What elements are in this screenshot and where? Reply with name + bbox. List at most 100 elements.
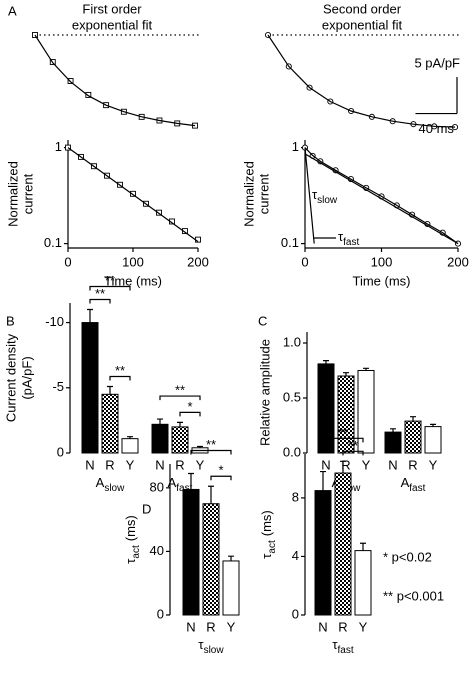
category-label: N <box>186 619 195 634</box>
bar <box>182 488 200 616</box>
x-tick-label: 200 <box>187 254 209 269</box>
significance-label: * <box>187 399 192 414</box>
error-bar <box>340 460 346 474</box>
x-tick-label: 0 <box>64 254 71 269</box>
bar <box>81 322 99 454</box>
y-tick-label: 0 <box>157 606 164 621</box>
category-label: R <box>341 457 350 472</box>
bar <box>317 363 335 454</box>
y-tick-label: 0 <box>57 444 64 459</box>
y-axis-label: Relative amplitude <box>257 339 272 446</box>
y-tick-label: 40 <box>150 543 164 558</box>
y-axis-label: current <box>256 173 271 214</box>
bar <box>424 426 442 454</box>
category-label: Y <box>126 457 135 472</box>
category-label: N <box>388 457 397 472</box>
y-tick-label: 1 <box>292 139 299 154</box>
y-axis-label: Normalized <box>5 161 20 227</box>
fit-line <box>34 34 196 127</box>
group-label-sub: fast <box>409 483 425 494</box>
fit-line <box>304 153 459 245</box>
error-bar <box>188 472 194 490</box>
category-label: N <box>321 457 330 472</box>
category-label: N <box>85 457 94 472</box>
bar <box>222 560 240 616</box>
group-label: τslow <box>198 637 224 655</box>
panel-letter: D <box>142 501 151 516</box>
error-bar <box>363 367 369 371</box>
group-label-sub: fast <box>176 483 192 494</box>
error-bar <box>107 385 113 395</box>
y-tick-label: 80 <box>150 479 164 494</box>
note: * p<0.02 <box>383 549 432 564</box>
error-bar <box>430 423 436 427</box>
y-axis-label: τact (ms) <box>123 515 141 563</box>
panel-title: Second order <box>323 1 402 16</box>
x-axis-label: Time (ms) <box>352 273 410 288</box>
significance-label: ** <box>348 438 358 453</box>
significance-label: ** <box>115 363 125 378</box>
significance-bracket <box>322 437 364 443</box>
significance-label: ** <box>95 286 105 301</box>
bar <box>384 431 402 454</box>
category-label: N <box>318 619 327 634</box>
group-label-sub: fast <box>338 645 354 656</box>
y-tick-label: 4 <box>292 548 299 563</box>
category-label: R <box>206 619 215 634</box>
bar <box>171 426 189 454</box>
y-axis-label-main: τ <box>123 558 138 564</box>
bar <box>404 420 422 454</box>
panel-letter: B <box>6 313 15 328</box>
error-bar <box>208 485 214 504</box>
error-bar <box>410 416 416 422</box>
x-tick-label: 0 <box>301 254 308 269</box>
group-label-sub: slow <box>204 645 225 656</box>
panel-title: exponential fit <box>322 17 403 32</box>
y-axis-label-sub: act <box>267 540 278 554</box>
series-label-main: τ <box>312 187 318 202</box>
y-tick-label: 0.5 <box>283 389 301 404</box>
significance-bracket <box>342 450 364 456</box>
error-bar <box>87 308 93 323</box>
panel-letter: C <box>258 313 267 328</box>
data-point <box>130 190 136 197</box>
error-bar <box>177 421 183 427</box>
category-label: Y <box>362 457 371 472</box>
group-label-main: τ <box>198 637 204 652</box>
significance-label: ** <box>206 437 216 452</box>
series-label-main: τ <box>338 229 344 244</box>
scale-bar-label: 5 pA/pF <box>414 55 460 70</box>
fit-line <box>304 147 459 245</box>
y-tick-label: 0.0 <box>283 444 301 459</box>
significance-bracket <box>190 449 232 455</box>
error-bar <box>228 555 234 561</box>
y-tick-label: 1.0 <box>283 334 301 349</box>
error-bar <box>197 445 203 448</box>
note: ** p<0.001 <box>383 588 444 603</box>
fit-line <box>267 34 456 128</box>
y-axis-label: current <box>20 173 35 214</box>
series-label: τfast <box>338 229 359 247</box>
x-tick-label: 200 <box>447 254 469 269</box>
y-tick-label: 1 <box>55 139 62 154</box>
bar <box>101 393 119 454</box>
error-bar <box>360 542 366 551</box>
fit-line <box>67 147 199 243</box>
category-label: Y <box>196 457 205 472</box>
error-bar <box>127 436 133 439</box>
bar <box>121 438 139 454</box>
category-label: R <box>175 457 184 472</box>
y-tick-label: 0 <box>292 606 299 621</box>
x-axis-label: Time (ms) <box>104 273 162 288</box>
group-label: Aslow <box>96 475 125 493</box>
significance-label: * <box>218 463 223 478</box>
series-label-sub: fast <box>343 237 359 248</box>
series-label: τslow <box>312 187 338 205</box>
error-bar <box>157 418 163 425</box>
group-label-main: A <box>168 475 177 490</box>
group-label-main: τ <box>332 637 338 652</box>
x-tick-label: 100 <box>122 254 144 269</box>
group-label-main: A <box>96 475 105 490</box>
y-tick-label: -5 <box>52 379 64 394</box>
